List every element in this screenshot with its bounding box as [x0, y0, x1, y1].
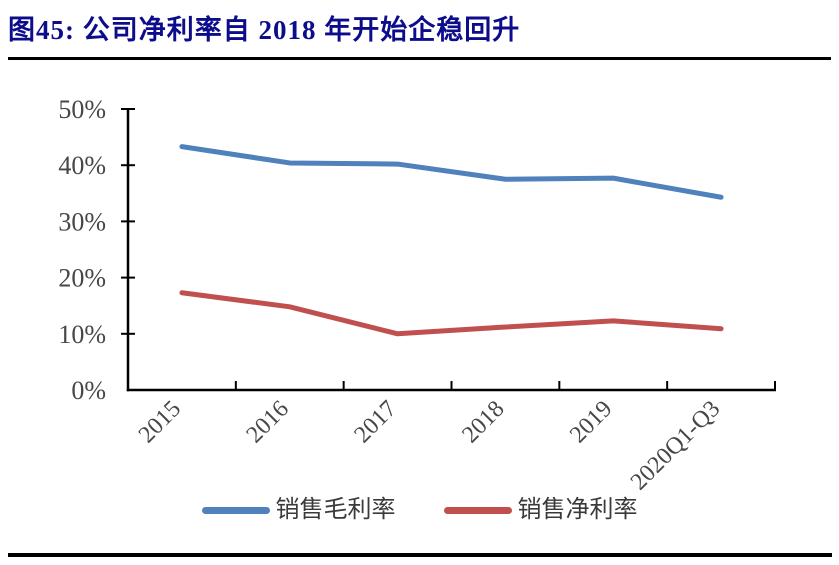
legend-label-net-margin: 销售净利率: [517, 497, 638, 523]
series-line-1: [179, 290, 724, 337]
x-tick-label: 2019: [565, 396, 617, 448]
chart-legend: 销售毛利率 销售净利率: [0, 498, 839, 522]
y-tick-label: 20%: [58, 264, 106, 293]
legend-item-net-margin: 销售净利率: [443, 497, 638, 523]
title-divider: [8, 57, 831, 60]
series-line-0: [179, 144, 724, 200]
y-tick-label: 0%: [71, 376, 106, 405]
y-tick-label: 40%: [58, 151, 106, 180]
x-tick-label: 2018: [457, 396, 509, 448]
x-tick-label: 2020Q1-Q3: [626, 396, 725, 495]
legend-swatch-red-line: [443, 506, 512, 514]
legend-label-gross-margin: 销售毛利率: [275, 497, 396, 523]
bottom-divider: [8, 553, 832, 557]
y-tick-label: 10%: [58, 320, 106, 349]
legend-item-gross-margin: 销售毛利率: [201, 497, 396, 523]
x-tick-label: 2016: [242, 396, 294, 448]
y-tick-label: 50%: [58, 95, 106, 124]
x-tick-label: 2017: [350, 396, 402, 448]
figure-title: 图45: 公司净利率自 2018 年开始企稳回升: [8, 15, 521, 45]
x-tick-label: 2015: [134, 396, 186, 448]
y-tick-label: 30%: [58, 207, 106, 236]
legend-swatch-blue-line: [201, 506, 270, 514]
